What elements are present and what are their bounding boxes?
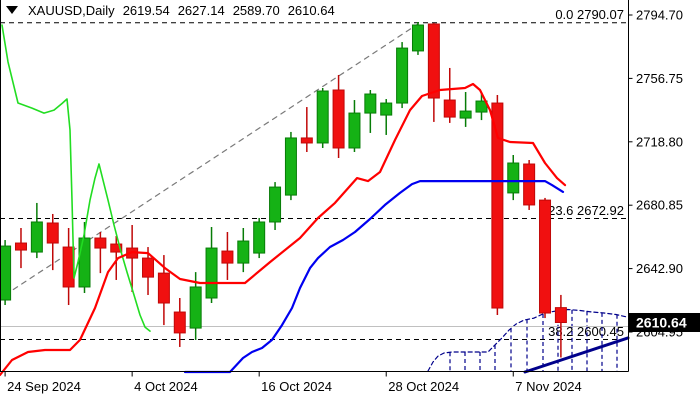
ohlc-open: 2619.54 [122, 2, 170, 18]
fib-level-label-23.6: 23.6 2672.92 [548, 203, 624, 218]
candle-body [411, 24, 424, 52]
y-axis-label: 2680.85 [636, 198, 683, 213]
fib-level-label-0.0: 0.0 2790.07 [555, 7, 624, 22]
candle-body [173, 311, 186, 334]
candle-body [237, 240, 250, 264]
candle-body [0, 245, 12, 301]
x-axis-label: 7 Nov 2024 [515, 379, 582, 394]
candle-body [62, 246, 75, 288]
ohlc-close: 2610.64 [287, 2, 335, 18]
candle-body [427, 23, 440, 99]
candle-body [380, 102, 393, 116]
x-axis-label: 4 Oct 2024 [134, 379, 198, 394]
candle-body [253, 221, 266, 254]
candle-body [475, 100, 488, 113]
candle-body [539, 199, 552, 314]
jaw-line-blue [183, 180, 565, 374]
teeth-line-red [0, 82, 567, 377]
fib-level-label-38.2: 38.2 2600.45 [548, 324, 624, 339]
candle-body [205, 247, 218, 299]
candle-body [443, 99, 456, 118]
ohlc-header: XAUUSD,Daily 2619.54 2627.14 2589.70 261… [4, 2, 335, 18]
y-axis-label: 2642.90 [636, 261, 683, 276]
candle-body [78, 237, 91, 288]
y-axis-label: 2794.70 [636, 8, 683, 23]
candle-body [523, 163, 536, 206]
candle-body [554, 307, 567, 323]
current-price-tag-label: 2610.64 [636, 314, 687, 330]
candle-body [300, 137, 313, 144]
x-axis-label: 16 Oct 2024 [261, 379, 332, 394]
ohlc-high: 2627.14 [177, 2, 225, 18]
envelope-dashed-curve [427, 308, 628, 372]
y-axis-label: 2718.80 [636, 134, 683, 149]
symbol-dropdown-icon[interactable] [6, 6, 18, 14]
candle-body [348, 112, 361, 149]
y-axis-label: 2756.75 [636, 71, 683, 86]
candle-body [14, 242, 27, 251]
candle-body [364, 93, 377, 114]
candle-body [459, 110, 472, 119]
candle-body [396, 47, 409, 104]
lips-line-green [1, 24, 151, 332]
candle-body [110, 243, 123, 253]
candle-body [332, 89, 345, 149]
x-axis-label: 24 Sep 2024 [7, 379, 81, 394]
candle-body [46, 222, 59, 244]
candle-body [284, 137, 297, 196]
candle-body [507, 162, 520, 194]
candle-body [189, 286, 202, 329]
candle-body [316, 90, 329, 144]
candle-body [269, 186, 282, 223]
candle-body [221, 250, 234, 264]
symbol-timeframe-label: XAUUSD,Daily [28, 2, 115, 18]
trendline-navy [523, 336, 630, 374]
candle-body [491, 102, 504, 309]
x-axis-label: 28 Oct 2024 [388, 379, 459, 394]
candle-body [142, 257, 155, 278]
candle-body [30, 221, 43, 253]
current-price-tag [629, 312, 700, 332]
candle-body [94, 237, 107, 249]
candle-body [157, 272, 170, 304]
ohlc-low: 2589.70 [232, 2, 280, 18]
